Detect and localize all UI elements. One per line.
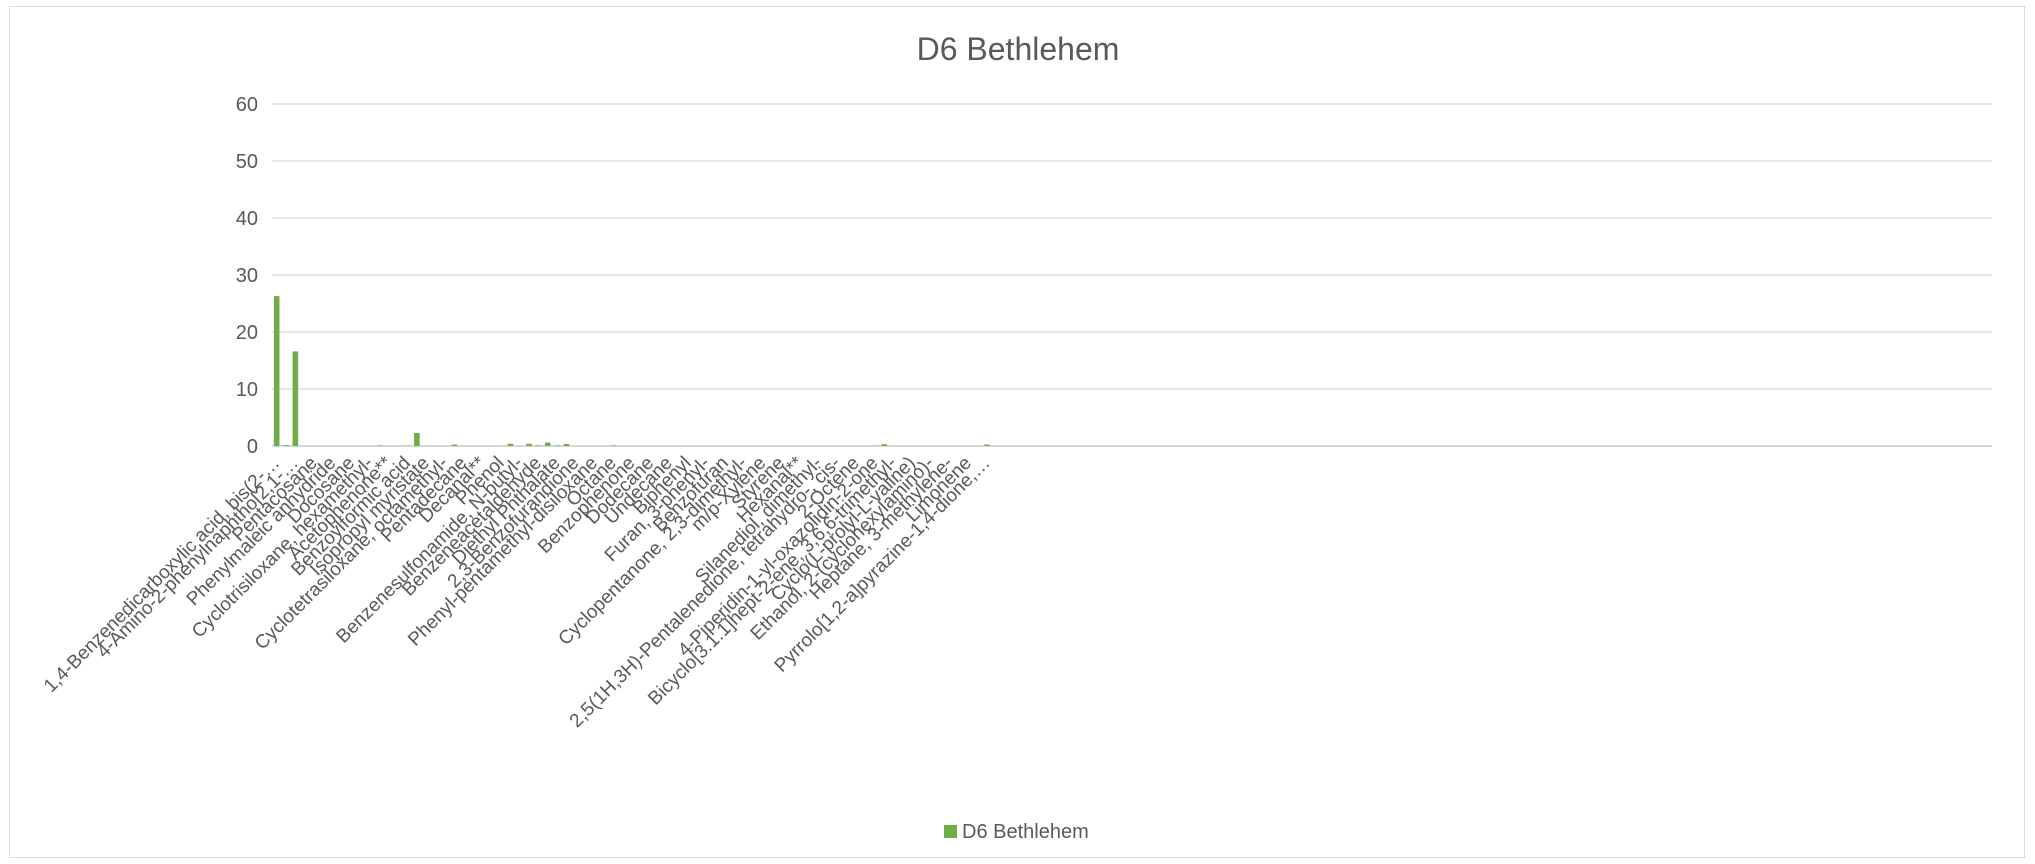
chart-area: D6 Bethlehem 0 10 20 30 40 50 60 1,4-Benzenedi… (9, 6, 2025, 858)
bar (984, 444, 990, 446)
x-axis-labels: 1,4-Benzenedicarboxylic acid, bis(2-…4-A… (40, 452, 995, 732)
chart-title: D6 Bethlehem (917, 31, 1120, 67)
bar (610, 445, 616, 446)
y-tick-label: 50 (236, 151, 258, 173)
y-tick-label: 40 (236, 208, 258, 230)
y-tick-label: 30 (236, 265, 258, 287)
bar-chart: D6 Bethlehem 0 10 20 30 40 50 60 1,4-Benzenedi… (40, 31, 1992, 843)
y-tick-label: 60 (236, 94, 258, 116)
bar (507, 443, 514, 446)
y-tick-label: 10 (236, 379, 258, 401)
bar (554, 445, 560, 446)
bar (563, 444, 570, 446)
bar (376, 445, 383, 446)
legend-swatch (944, 825, 957, 838)
bar (292, 351, 299, 446)
y-tick-label: 0 (247, 436, 258, 458)
bar (526, 443, 532, 446)
y-tick-label: 20 (236, 322, 258, 344)
bar (544, 442, 551, 446)
bar (535, 445, 542, 446)
legend-label: D6 Bethlehem (962, 821, 1089, 843)
bar (451, 444, 458, 446)
y-axis-ticks: 0 10 20 30 40 50 60 (236, 94, 258, 458)
bar (881, 444, 888, 446)
legend: D6 Bethlehem (944, 821, 1089, 843)
bar (273, 296, 280, 446)
bars (273, 296, 990, 446)
gridlines (272, 103, 1992, 447)
bar (414, 432, 420, 446)
bar (283, 445, 289, 446)
